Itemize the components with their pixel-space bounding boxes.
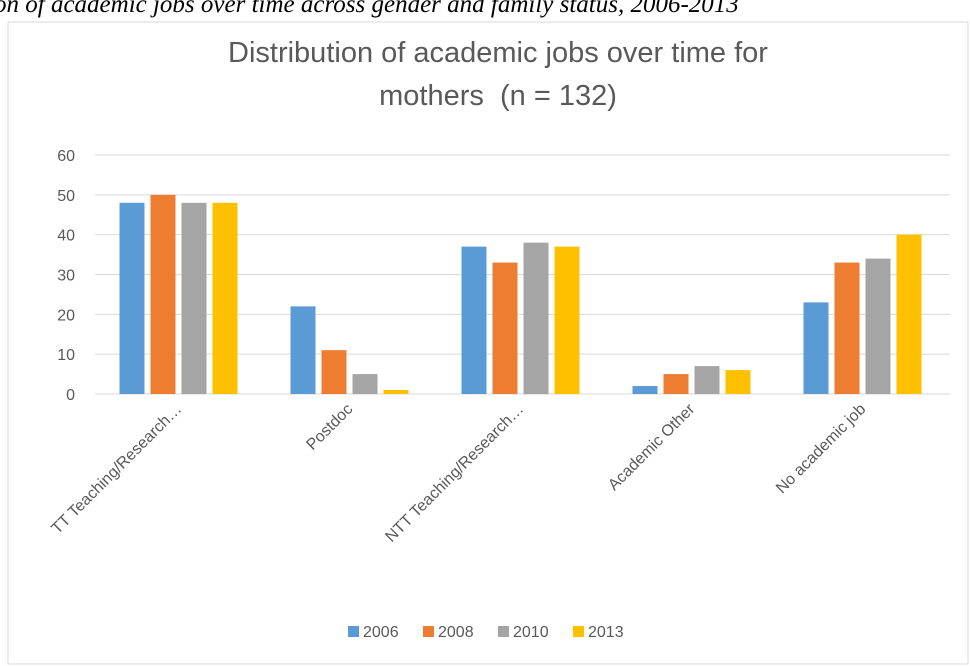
bar	[461, 246, 487, 394]
bar	[694, 366, 720, 394]
bar	[212, 202, 238, 394]
y-tick-label: 10	[57, 347, 75, 364]
legend-swatch	[498, 626, 509, 637]
bar	[725, 370, 751, 394]
bar	[290, 306, 316, 394]
y-tick-label: 0	[66, 387, 75, 404]
legend-label: 2006	[363, 624, 399, 641]
bar	[834, 262, 860, 394]
y-tick-label: 60	[57, 148, 75, 165]
legend-label: 2008	[438, 624, 474, 641]
bar	[150, 194, 176, 394]
chart-title: Distribution of academic jobs over time …	[228, 37, 777, 112]
y-tick-label: 30	[57, 268, 75, 285]
legend-label: 2010	[513, 624, 549, 641]
legend-swatch	[348, 626, 359, 637]
bar	[663, 374, 689, 394]
bar	[865, 258, 891, 394]
bar	[352, 374, 378, 394]
legend-swatch	[573, 626, 584, 637]
legend-swatch	[423, 626, 434, 637]
bar	[383, 390, 409, 394]
y-tick-label: 40	[57, 228, 75, 245]
bar	[896, 234, 922, 394]
bar	[119, 202, 145, 394]
bar	[321, 350, 347, 394]
bar	[492, 262, 518, 394]
bar	[523, 242, 549, 394]
bar	[181, 202, 207, 394]
bar	[803, 302, 829, 394]
bar	[554, 246, 580, 394]
bar	[632, 386, 658, 394]
y-tick-label: 20	[57, 307, 75, 324]
caption: on of academic jobs over time across gen…	[0, 0, 739, 18]
legend-label: 2013	[588, 624, 624, 641]
y-tick-label: 50	[57, 188, 75, 205]
